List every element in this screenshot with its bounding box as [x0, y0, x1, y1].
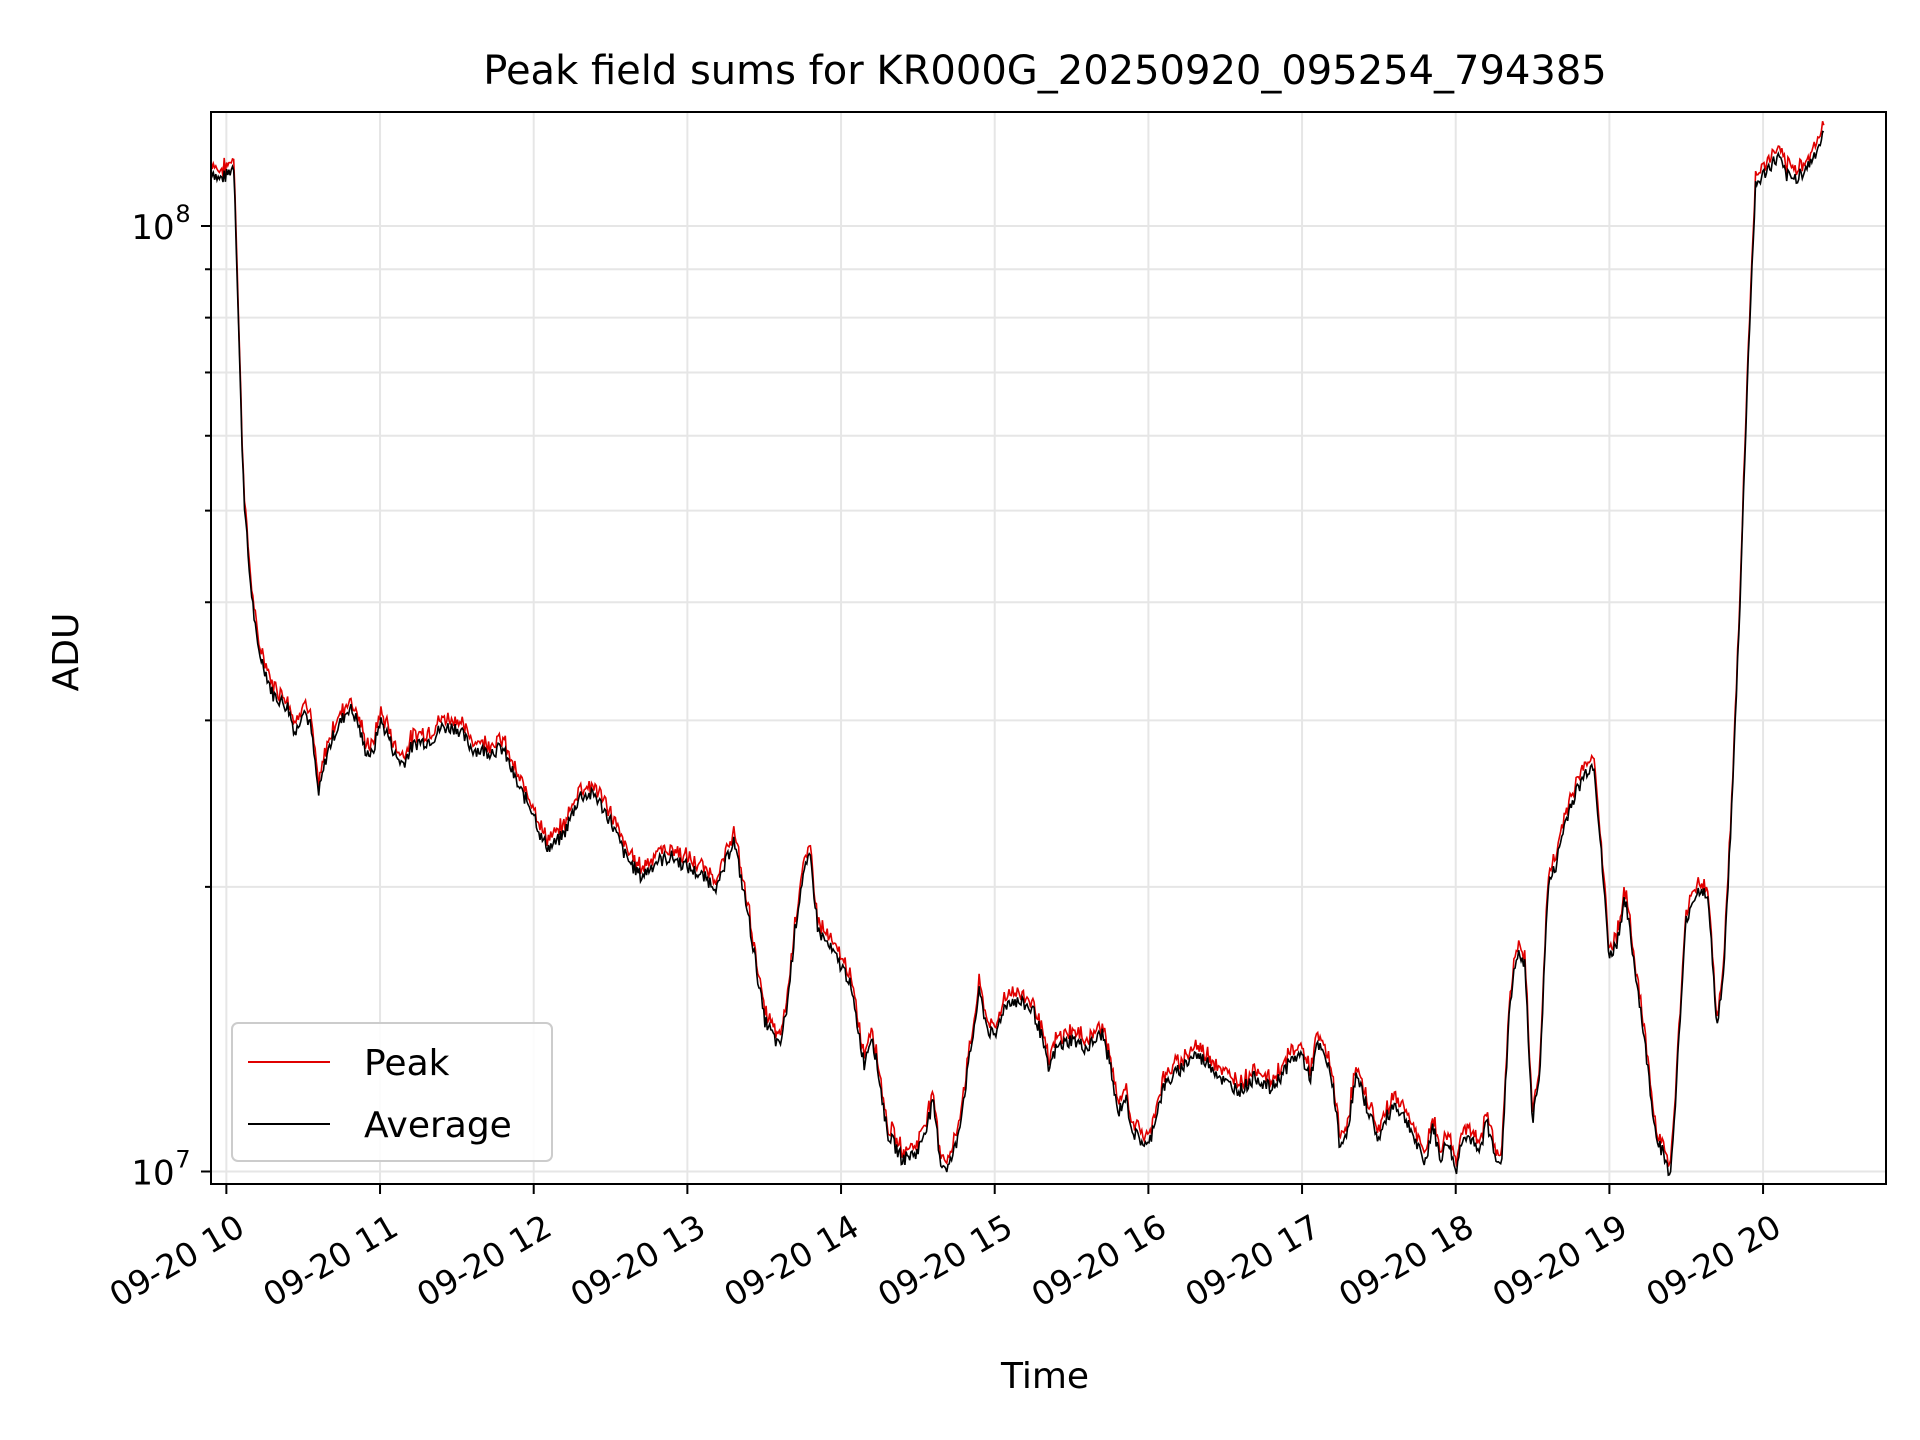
legend-peak-label: Peak: [364, 1043, 450, 1084]
chart-title: Peak field sums for KR000G_20250920_0952…: [483, 48, 1607, 94]
x-axis-label: Time: [1000, 1356, 1089, 1397]
y-tick-label-exponent: 7: [175, 1145, 190, 1173]
axes-frame: [210, 111, 1887, 1185]
y-tick-label: 10: [131, 1153, 174, 1193]
legend-average-label: Average: [364, 1105, 512, 1146]
series-peak-line: [210, 120, 1825, 1167]
plot-lines: [210, 120, 1825, 1177]
y-axis-label: ADU: [46, 613, 87, 692]
grid: [211, 112, 1886, 1184]
legend-box: [231, 1022, 553, 1162]
legend: Peak Average: [231, 1022, 553, 1162]
series-average-line: [210, 130, 1825, 1177]
y-tick-label-exponent: 8: [175, 200, 190, 228]
y-tick-label: 10: [131, 208, 174, 248]
